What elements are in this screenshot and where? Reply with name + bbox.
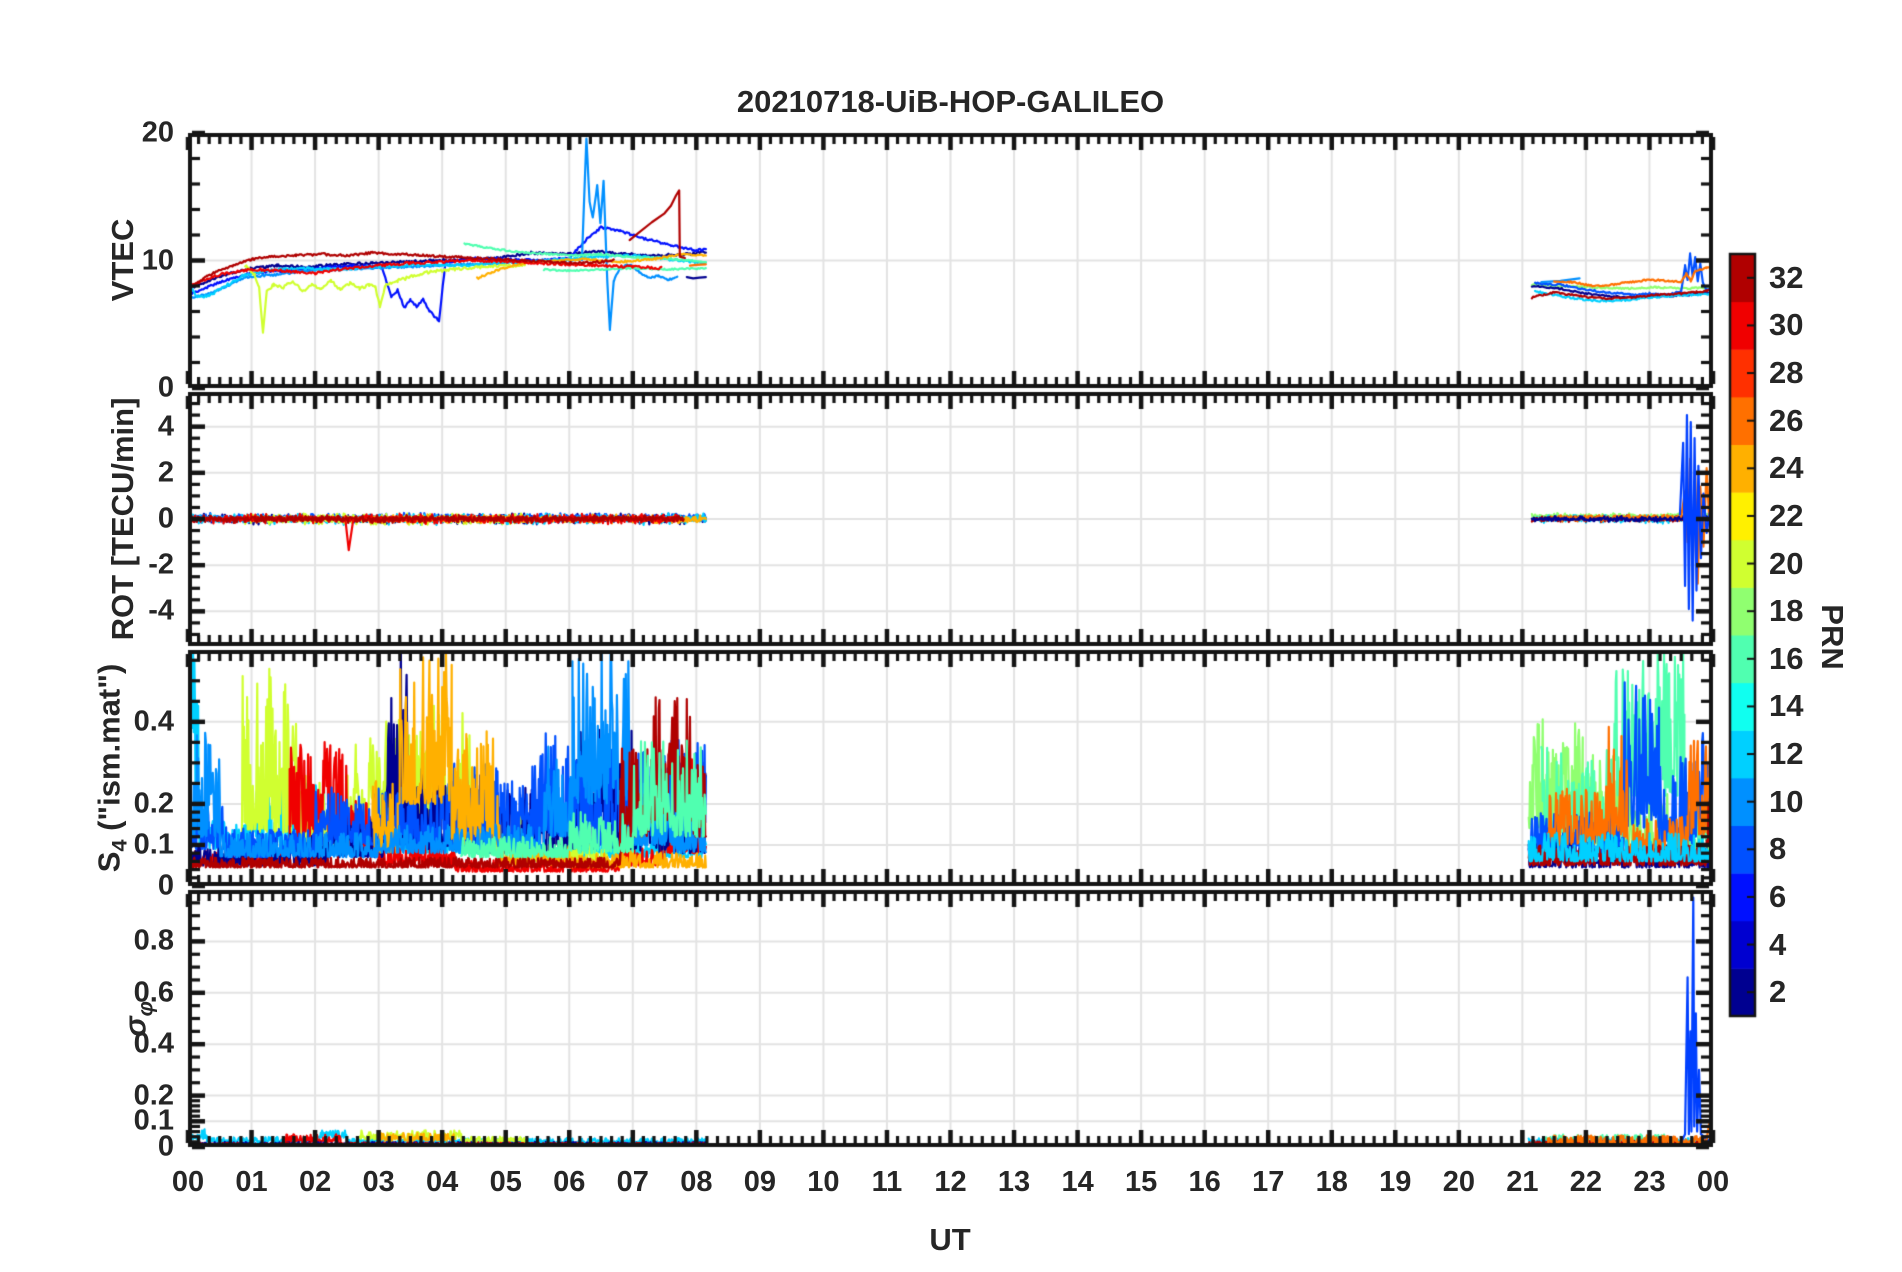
x-tick-label: 00 [171, 1166, 205, 1198]
y-tick-label-panel2: 0 [157, 502, 174, 535]
x-tick-label: 17 [1252, 1166, 1285, 1198]
colorbar-tick-label: 10 [1769, 783, 1804, 819]
colorbar-tick-label: 28 [1769, 355, 1804, 391]
y-tick-label-panel4: 0.2 [133, 1079, 174, 1112]
y-tick-label-panel2: 4 [157, 410, 174, 443]
y-tick-label-panel4: 0 [157, 1130, 174, 1163]
y-tick-label-panel1: 10 [141, 244, 174, 276]
y-tick-label-panel4: 0.4 [133, 1027, 174, 1060]
colorbar-tick-label: 26 [1769, 402, 1804, 438]
colorbar-tick-label: 20 [1769, 545, 1804, 581]
chart-title: 20210718-UiB-HOP-GALILEO [736, 84, 1165, 119]
y-axis-label-vtec: VTEC [105, 218, 140, 302]
x-tick-label: 07 [616, 1166, 649, 1198]
colorbar-tick-label: 24 [1769, 450, 1804, 486]
x-axis-label-ut: UT [929, 1222, 971, 1257]
colorbar-tick-label: 32 [1769, 259, 1804, 295]
y-tick-label-panel4: 0.1 [133, 1104, 174, 1137]
y-tick-label-panel1: 0 [157, 371, 174, 404]
x-tick-label: 13 [997, 1166, 1031, 1198]
x-tick-label: 10 [807, 1166, 840, 1198]
x-tick-label: 01 [235, 1166, 268, 1198]
x-tick-label: 11 [871, 1166, 903, 1198]
colorbar-tick-label: 2 [1769, 974, 1787, 1010]
x-tick-label: 15 [1124, 1166, 1158, 1198]
y-tick-label-panel2: -2 [148, 548, 174, 581]
colorbar-tick-label: 4 [1769, 926, 1787, 962]
x-tick-label: 19 [1379, 1166, 1412, 1198]
x-tick-label: 23 [1633, 1166, 1666, 1198]
y-tick-label-panel2: 2 [157, 456, 174, 489]
x-tick-label: 22 [1569, 1166, 1603, 1198]
y-tick-label-panel3: 0.1 [133, 828, 174, 861]
colorbar-tick-label: 12 [1769, 736, 1804, 772]
y-tick-label-panel3: 0.4 [133, 705, 174, 738]
colorbar-tick-label: 30 [1769, 307, 1804, 343]
x-tick-label: 18 [1315, 1166, 1348, 1198]
x-tick-label: 09 [743, 1166, 777, 1198]
x-tick-label: 04 [426, 1166, 459, 1198]
colorbar-tick-label: 18 [1769, 593, 1804, 629]
x-tick-label: 02 [298, 1166, 332, 1198]
x-tick-label: 03 [362, 1166, 395, 1198]
colorbar-tick-label: 22 [1769, 497, 1804, 533]
y-axis-label-s4: S4 ("ism.mat") [91, 663, 132, 873]
x-tick-label: 12 [934, 1166, 967, 1198]
x-tick-label: 16 [1188, 1166, 1221, 1198]
y-tick-label-panel3: 0 [157, 869, 174, 902]
colorbar-tick-label: 8 [1769, 831, 1787, 867]
y-tick-label-panel3: 0.2 [133, 787, 174, 820]
x-tick-label: 00 [1696, 1166, 1730, 1198]
x-tick-label: 21 [1506, 1166, 1539, 1198]
y-tick-label-panel4: 0.8 [133, 924, 174, 957]
y-axis-label-rot: ROT [TECU/min] [105, 397, 140, 641]
x-tick-label: 14 [1061, 1166, 1094, 1198]
x-tick-label: 08 [680, 1166, 713, 1198]
y-tick-label-panel1: 20 [141, 116, 174, 149]
x-tick-label: 20 [1442, 1166, 1475, 1198]
colorbar-label-prn: PRN [1815, 604, 1850, 670]
y-tick-label-panel2: -4 [148, 594, 174, 627]
x-tick-label: 06 [553, 1166, 586, 1198]
colorbar-tick-label: 14 [1769, 688, 1804, 724]
x-tick-label: 05 [489, 1166, 522, 1198]
colorbar-tick-label: 16 [1769, 640, 1804, 676]
colorbar-tick-label: 6 [1769, 878, 1787, 914]
y-tick-label-panel4: 0.6 [133, 976, 174, 1009]
